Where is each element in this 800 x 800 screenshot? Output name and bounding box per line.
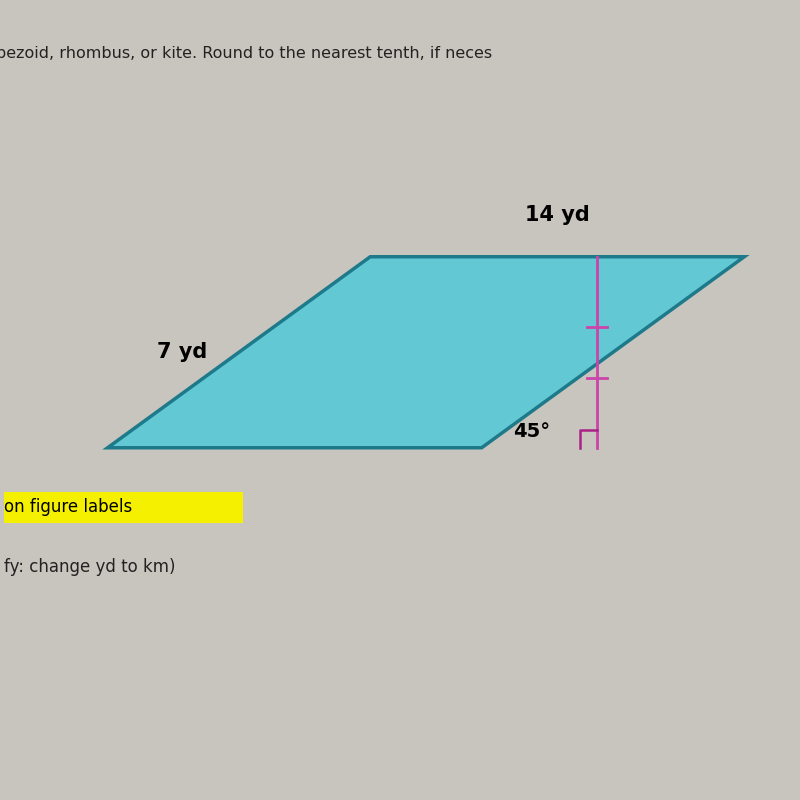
Text: 14 yd: 14 yd — [525, 205, 590, 225]
FancyBboxPatch shape — [0, 492, 243, 522]
Polygon shape — [108, 257, 744, 448]
Text: 7 yd: 7 yd — [157, 342, 207, 362]
Text: 45°: 45° — [514, 422, 550, 442]
Text: bezoid, rhombus, or kite. Round to the nearest tenth, if neces: bezoid, rhombus, or kite. Round to the n… — [0, 46, 492, 62]
Text: on figure labels: on figure labels — [4, 498, 133, 517]
Text: fy: change yd to km): fy: change yd to km) — [4, 558, 176, 576]
